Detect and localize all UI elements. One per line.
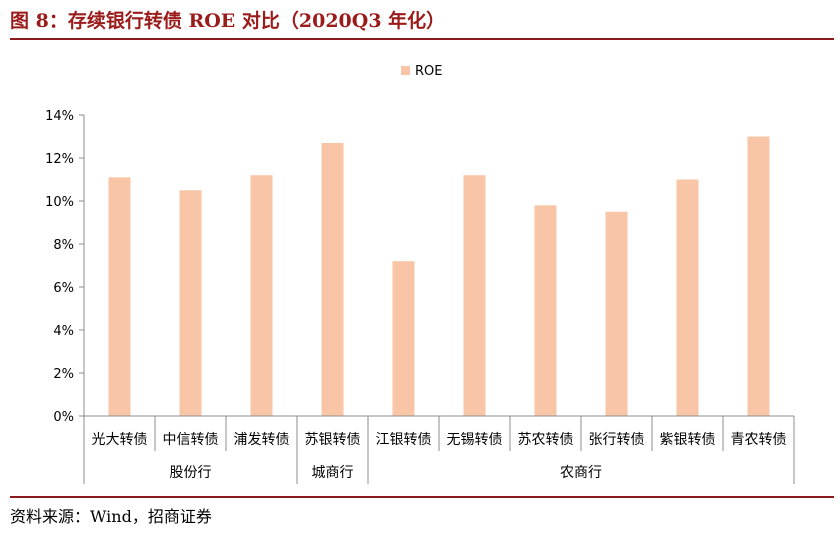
x-category-label: 紫银转债 — [660, 432, 716, 448]
x-category-label: 苏银转债 — [305, 432, 361, 448]
y-tick-label: 8% — [53, 238, 74, 253]
x-category-label: 光大转债 — [92, 432, 148, 448]
y-tick-label: 6% — [53, 281, 74, 296]
source-note: 资料来源：Wind，招商证券 — [10, 507, 212, 526]
bar — [250, 175, 273, 416]
x-category-label: 江银转债 — [376, 432, 432, 448]
y-tick-label: 12% — [45, 152, 74, 167]
y-axis: 0% 2% 4% 6% 8% 10% 12% 14% — [45, 109, 85, 425]
x-axis: 光大转债 中信转债 浦发转债 苏银转债 江银转债 无锡转债 苏农转债 张行转债 紫银转债 青农转债… — [83, 415, 795, 484]
y-tick-label: 10% — [45, 195, 74, 210]
title-divider — [10, 38, 834, 40]
chart-title: 图 8：存续银行转债 ROE 对比（2020Q3 年化） — [10, 10, 446, 32]
bar — [179, 190, 202, 416]
x-category-label: 青农转债 — [731, 432, 787, 448]
y-tick-label: 0% — [53, 410, 74, 425]
bar — [392, 261, 415, 416]
bar — [534, 205, 557, 416]
bar — [321, 142, 344, 416]
bar — [108, 177, 131, 416]
x-category-label: 中信转债 — [163, 432, 219, 448]
group-label: 城商行 — [312, 465, 354, 481]
bar — [605, 211, 628, 416]
y-tick-label: 4% — [53, 324, 74, 339]
y-tick-label: 2% — [53, 367, 74, 382]
group-label: 股份行 — [170, 465, 212, 481]
x-category-label: 无锡转债 — [447, 432, 503, 448]
legend-swatch — [401, 66, 410, 75]
legend: ROE — [401, 64, 442, 79]
source-divider — [10, 496, 834, 498]
bar — [463, 175, 486, 416]
bars — [108, 136, 770, 416]
x-category-label: 浦发转债 — [234, 432, 290, 448]
bar — [747, 136, 770, 416]
group-label: 农商行 — [560, 465, 602, 481]
y-tick-label: 14% — [45, 109, 74, 124]
x-category-label: 张行转债 — [589, 432, 645, 448]
x-category-label: 苏农转债 — [518, 432, 574, 448]
legend-label: ROE — [415, 64, 442, 79]
bar — [676, 179, 699, 416]
